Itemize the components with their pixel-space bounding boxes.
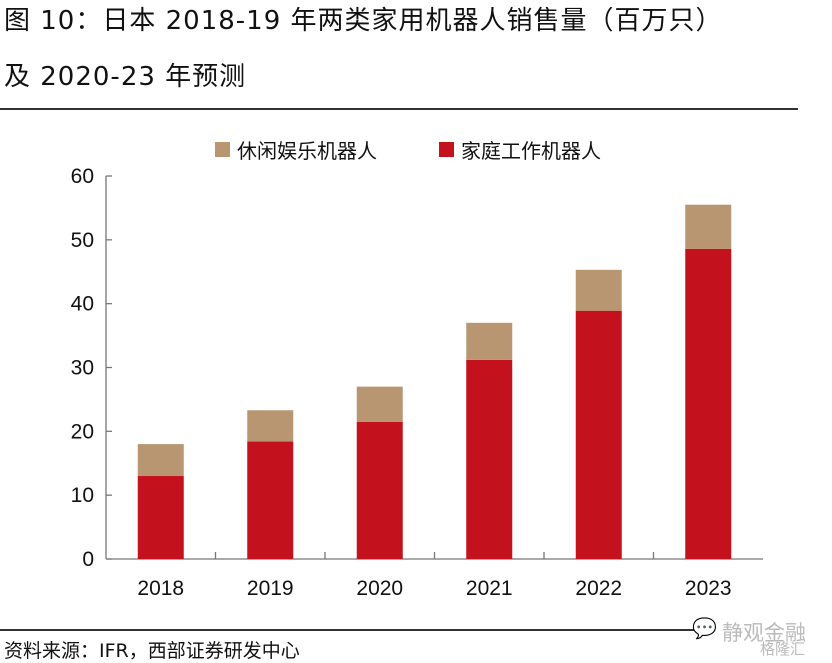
bar-segment-home-work xyxy=(575,310,622,559)
legend-label: 休闲娱乐机器人 xyxy=(237,139,377,163)
y-tick-label: 10 xyxy=(71,484,94,507)
y-tick-label: 60 xyxy=(71,165,94,188)
bar-segment-home-work xyxy=(137,476,184,559)
source-note: 资料来源：IFR，西部证券研发中心 xyxy=(4,640,300,662)
y-tick-label: 40 xyxy=(71,293,94,316)
wechat-icon: 💬 xyxy=(692,616,717,640)
bar-segment-home-work xyxy=(685,248,732,559)
bar-segment-leisure xyxy=(685,204,732,249)
x-tick-label: 2023 xyxy=(685,577,732,600)
y-tick-label: 20 xyxy=(71,420,94,443)
bar-segment-home-work xyxy=(356,421,403,559)
y-tick-label: 50 xyxy=(71,229,94,252)
y-tick-label: 30 xyxy=(71,357,94,380)
bar-segment-leisure xyxy=(575,269,622,311)
x-tick-label: 2021 xyxy=(466,577,513,600)
y-tick-label: 0 xyxy=(82,548,94,571)
legend-label: 家庭工作机器人 xyxy=(461,139,601,163)
bottom-divider xyxy=(0,629,700,631)
bar-segment-home-work xyxy=(466,359,513,559)
bar-segment-leisure xyxy=(466,322,513,360)
x-tick-label: 2022 xyxy=(575,577,622,600)
chart-title-line2: 及 2020-23 年预测 xyxy=(4,62,247,92)
bar-segment-home-work xyxy=(247,441,294,559)
bar-segment-leisure xyxy=(356,386,403,422)
watermark-logo: 格隆汇 xyxy=(760,640,806,658)
x-tick-label: 2018 xyxy=(137,577,184,600)
chart-title-line1: 图 10：日本 2018-19 年两类家用机器人销售量（百万只） xyxy=(4,6,723,36)
bar-segment-leisure xyxy=(247,410,294,442)
legend-swatch xyxy=(215,142,230,157)
top-divider xyxy=(0,108,798,110)
x-tick-label: 2019 xyxy=(247,577,294,600)
bar-segment-leisure xyxy=(137,444,184,477)
watermark-text: 静观金融 xyxy=(722,621,806,645)
x-tick-label: 2020 xyxy=(356,577,403,600)
legend-swatch xyxy=(439,142,454,157)
